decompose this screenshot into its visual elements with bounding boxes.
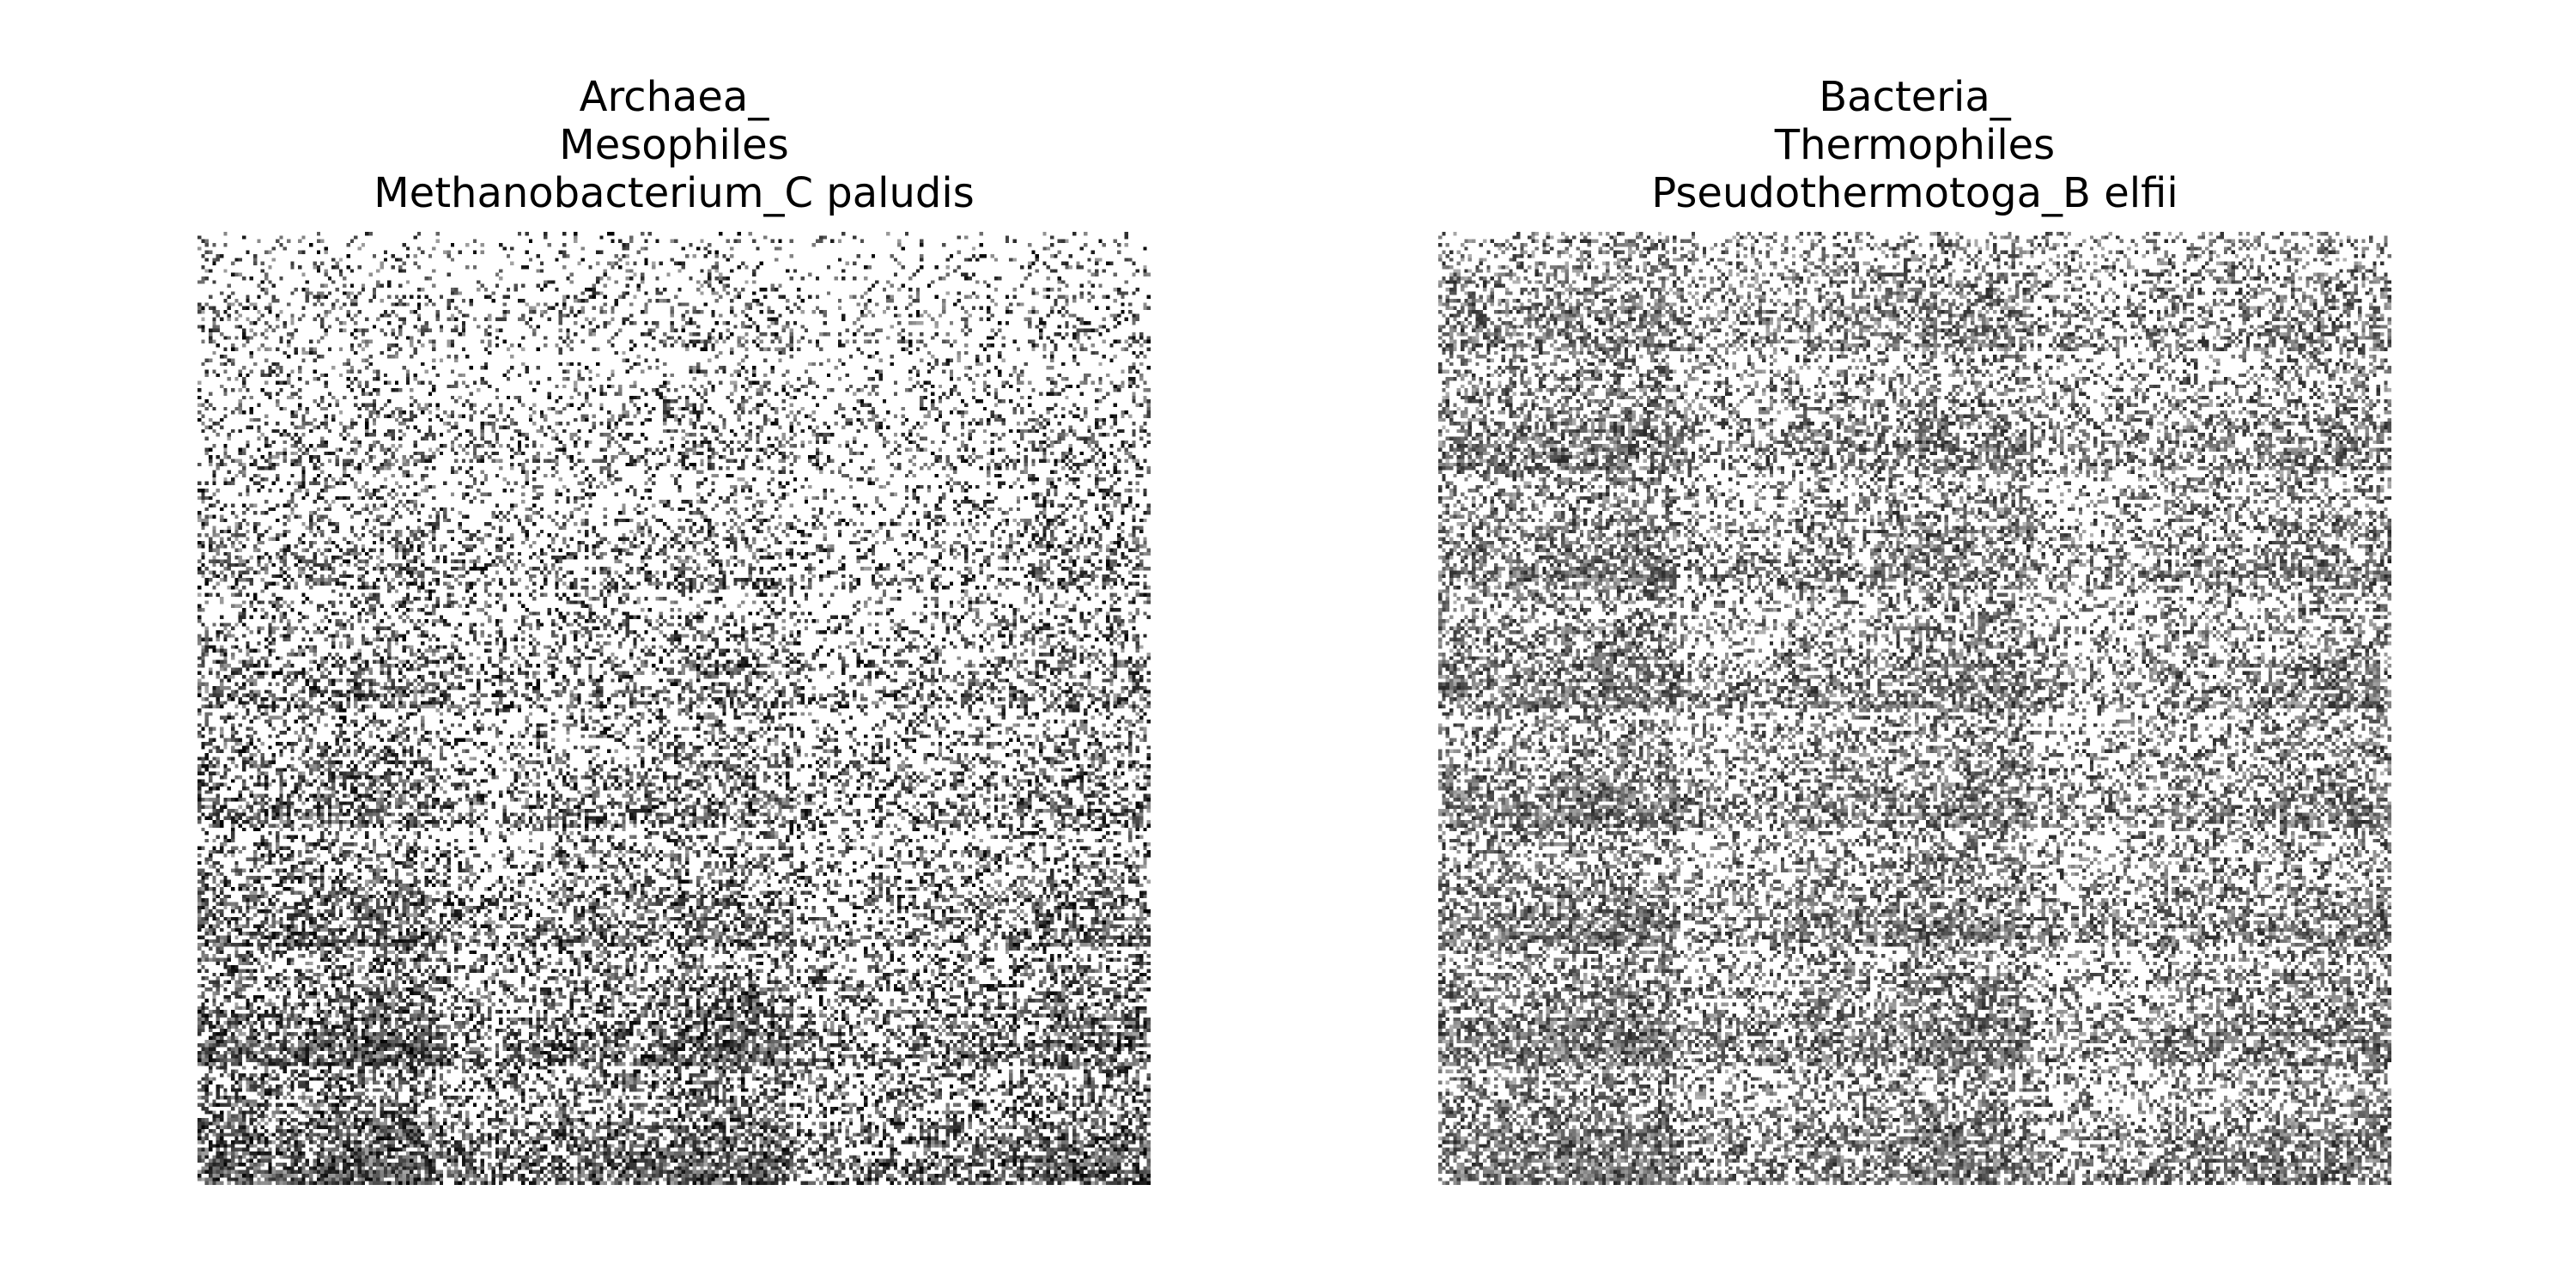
right-title-line-1: Bacteria_ xyxy=(1819,73,2011,121)
left-title-line-3: Methanobacterium_C paludis xyxy=(374,169,975,217)
left-heatmap xyxy=(197,232,1151,1185)
right-title-line-3: Pseudothermotoga_B elfii xyxy=(1651,169,2178,217)
right-title-line-2: Thermophiles xyxy=(1774,121,2056,169)
left-title-line-1: Archaea_ xyxy=(579,73,769,121)
left-title-line-2: Mesophiles xyxy=(559,121,789,169)
right-chart-title: Bacteria_ Thermophiles Pseudothermotoga_… xyxy=(1443,73,2387,217)
left-chart-title: Archaea_ Mesophiles Methanobacterium_C p… xyxy=(202,73,1146,217)
right-heatmap xyxy=(1438,232,2391,1185)
